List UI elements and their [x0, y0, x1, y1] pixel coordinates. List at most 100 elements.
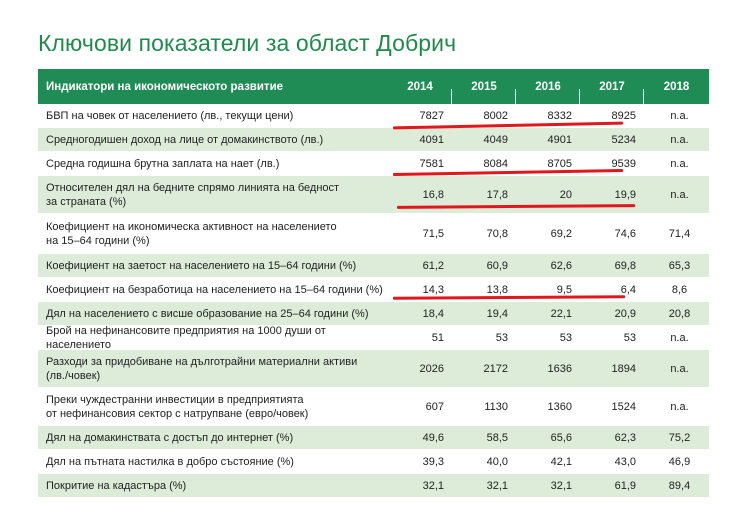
- row-label: Дял на населението с висше образование н…: [46, 307, 369, 320]
- cell-value: 7581: [419, 157, 444, 170]
- cell-value: 1524: [611, 400, 636, 413]
- row-label: Дял на пътната настилка в добро състояни…: [46, 455, 294, 468]
- cell-value: 75,2: [668, 431, 691, 444]
- cell-value: 53: [559, 331, 572, 344]
- cell-value: 70,8: [486, 227, 508, 240]
- cell-value: n.a.: [670, 400, 689, 413]
- row-label: Коефициент на безработица на населението…: [46, 283, 383, 296]
- table-row: Коефициент на заетост на населението на …: [38, 254, 709, 278]
- cell-value: 5234: [611, 133, 636, 146]
- header-year-2015: 2015: [452, 81, 516, 107]
- cell-value: 607: [425, 400, 444, 413]
- row-label: Средна годишна брутна заплата на нает (л…: [46, 157, 280, 170]
- row-label: Коефициент на икономическа активност на …: [46, 220, 337, 247]
- cell-value: 17,8: [486, 188, 508, 201]
- cell-value: 8925: [611, 109, 636, 122]
- cell-value: 89,4: [668, 479, 691, 492]
- header-label: Индикатори на икономическото развитие: [46, 80, 284, 93]
- cell-value: 18,4: [422, 307, 444, 320]
- row-label: Преки чуждестранни инвестиции в предприя…: [46, 393, 309, 420]
- cell-value: 14,3: [422, 283, 444, 296]
- row-label: БВП на човек от населението (лв., текущи…: [46, 109, 294, 122]
- header-year-2014: 2014: [388, 81, 452, 107]
- table-row: Относителен дял на бедните спрямо линият…: [38, 176, 709, 214]
- cell-value: 32,1: [422, 479, 444, 492]
- cell-value: 62,6: [550, 259, 572, 272]
- cell-value: 43,0: [614, 455, 636, 468]
- cell-value: 13,8: [486, 283, 508, 296]
- cell-value: n.a.: [670, 188, 689, 201]
- cell-value: 22,1: [550, 307, 572, 320]
- cell-value: 32,1: [486, 479, 508, 492]
- cell-value: 65,6: [550, 431, 572, 444]
- cell-value: 40,0: [486, 455, 508, 468]
- cell-value: 60,9: [486, 259, 508, 272]
- table-row: Коефициент на безработица на населението…: [38, 278, 709, 302]
- cell-value: 1894: [611, 362, 636, 375]
- cell-value: 71,5: [422, 227, 444, 240]
- cell-value: 8,6: [671, 283, 688, 296]
- table-row: БВП на човек от населението (лв., текущи…: [38, 104, 709, 128]
- table-row: Дял на пътната настилка в добро състояни…: [38, 450, 709, 474]
- cell-value: n.a.: [670, 362, 689, 375]
- table-row: Коефициент на икономическа активност на …: [38, 214, 709, 254]
- cell-value: 62,3: [614, 431, 636, 444]
- cell-value: 4049: [483, 133, 508, 146]
- cell-value: 32,1: [550, 479, 572, 492]
- cell-value: 20: [559, 188, 572, 201]
- row-label: Коефициент на заетост на населението на …: [46, 259, 357, 272]
- cell-value: 61,2: [422, 259, 444, 272]
- header-year-2017: 2017: [580, 81, 644, 107]
- table-row: Разходи за придобиване на дълготрайни ма…: [38, 350, 709, 388]
- cell-value: n.a.: [670, 133, 689, 146]
- row-label: Относителен дял на бедните спрямо линият…: [46, 181, 340, 208]
- cell-value: 19,9: [614, 188, 636, 201]
- cell-value: 53: [623, 331, 636, 344]
- cell-value: 1130: [484, 400, 508, 413]
- header-year-2016: 2016: [516, 81, 580, 107]
- row-label: Покритие на кадастъра (%): [46, 479, 187, 492]
- cell-value: 8332: [547, 109, 572, 122]
- cell-value: 6,4: [620, 283, 636, 296]
- table-row: Средногодишен доход на лице от домакинст…: [38, 128, 709, 152]
- table-row: Брой на нефинансовите предприятия на 100…: [38, 324, 709, 351]
- cell-value: 8705: [547, 157, 572, 170]
- cell-value: 4091: [419, 133, 444, 146]
- row-label: Брой на нефинансовите предприятия на 100…: [46, 324, 326, 351]
- cell-value: n.a.: [670, 109, 689, 122]
- header-year-2018: 2018: [663, 80, 690, 93]
- cell-value: 74,6: [614, 227, 636, 240]
- cell-value: 16,8: [422, 188, 444, 201]
- cell-value: 2026: [419, 362, 444, 375]
- cell-value: 1636: [547, 362, 572, 375]
- cell-value: 9539: [611, 157, 636, 170]
- row-label: Дял на домакинствата с достъп до интерне…: [46, 431, 294, 444]
- cell-value: 2172: [483, 362, 508, 375]
- indicators-table: Индикатори на икономическото развитие 20…: [38, 69, 709, 498]
- cell-value: 20,8: [668, 307, 691, 320]
- cell-value: 69,8: [614, 259, 636, 272]
- cell-value: 4901: [547, 133, 572, 146]
- cell-value: 1360: [547, 400, 572, 413]
- cell-value: 51: [431, 331, 444, 344]
- table-row: Дял на населението с висше образование н…: [38, 302, 709, 326]
- cell-value: 71,4: [668, 227, 691, 240]
- cell-value: 20,9: [614, 307, 636, 320]
- cell-value: 69,2: [550, 227, 572, 240]
- table-row: Покритие на кадастъра (%) 32,1 32,1 32,1 61,…: [38, 474, 709, 498]
- cell-value: 61,9: [614, 479, 636, 492]
- cell-value: 53: [495, 331, 508, 344]
- cell-value: 42,1: [550, 455, 572, 468]
- cell-value: 9,5: [556, 283, 572, 296]
- table-row: Средна годишна брутна заплата на нает (л…: [38, 152, 709, 176]
- cell-value: n.a.: [670, 331, 689, 344]
- cell-value: 8002: [483, 109, 508, 122]
- table-row: Преки чуждестранни инвестиции в предприя…: [38, 388, 709, 426]
- cell-value: 49,6: [422, 431, 444, 444]
- cell-value: n.a.: [670, 157, 689, 170]
- cell-value: 46,9: [668, 455, 691, 468]
- cell-value: 19,4: [486, 307, 508, 320]
- cell-value: 65,3: [668, 259, 691, 272]
- row-label: Разходи за придобиване на дълготрайни ма…: [46, 355, 358, 382]
- cell-value: 8084: [483, 157, 508, 170]
